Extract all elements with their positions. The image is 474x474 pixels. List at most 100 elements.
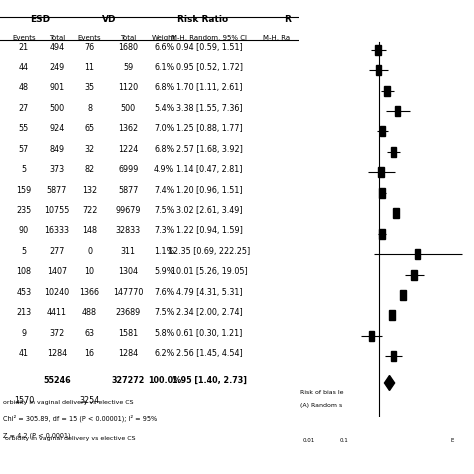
Text: orbidity in vaginal delivery vs elective CS: orbidity in vaginal delivery vs elective… — [3, 401, 134, 405]
Text: 44: 44 — [19, 63, 29, 72]
Text: 1284: 1284 — [46, 349, 67, 358]
Bar — [395, 106, 401, 116]
Text: Total: Total — [49, 36, 65, 41]
Text: 0.61 [0.30, 1.21]: 0.61 [0.30, 1.21] — [176, 328, 242, 337]
Text: 3254: 3254 — [80, 396, 100, 405]
Text: 1362: 1362 — [118, 124, 138, 133]
Text: 5.9%: 5.9% — [154, 267, 174, 276]
Text: 1680: 1680 — [118, 43, 138, 52]
Text: 6.6%: 6.6% — [154, 43, 174, 52]
Text: 48: 48 — [19, 83, 29, 92]
Bar — [393, 208, 399, 218]
Text: ESD: ESD — [30, 15, 50, 24]
Text: 1120: 1120 — [118, 83, 138, 92]
Text: 1581: 1581 — [118, 328, 138, 337]
Text: 1366: 1366 — [80, 288, 100, 297]
Text: 1224: 1224 — [118, 145, 138, 154]
Text: 5.4%: 5.4% — [154, 104, 174, 113]
Text: 159: 159 — [16, 186, 31, 195]
Text: orbidity in vaginal delivery vs elective CS: orbidity in vaginal delivery vs elective… — [5, 436, 135, 441]
Text: 1407: 1407 — [46, 267, 67, 276]
Bar — [378, 167, 384, 177]
Text: 0.95 [0.52, 1.72]: 0.95 [0.52, 1.72] — [175, 63, 243, 72]
Text: 32: 32 — [84, 145, 95, 154]
Text: 1.70 [1.11, 2.61]: 1.70 [1.11, 2.61] — [176, 83, 242, 92]
Text: 1.25 [0.88, 1.77]: 1.25 [0.88, 1.77] — [176, 124, 242, 133]
Text: 23689: 23689 — [116, 308, 141, 317]
Text: 1284: 1284 — [118, 349, 138, 358]
Text: 277: 277 — [49, 247, 64, 256]
Text: 99679: 99679 — [116, 206, 141, 215]
Text: 3.38 [1.55, 7.36]: 3.38 [1.55, 7.36] — [176, 104, 242, 113]
Text: 453: 453 — [16, 288, 31, 297]
Text: 0.94 [0.59, 1.51]: 0.94 [0.59, 1.51] — [176, 43, 242, 52]
Text: 1.95 [1.40, 2.73]: 1.95 [1.40, 2.73] — [172, 376, 246, 385]
Text: 11: 11 — [84, 63, 95, 72]
Text: 500: 500 — [121, 104, 136, 113]
Text: 27: 27 — [19, 104, 29, 113]
Text: Weight: Weight — [152, 36, 176, 41]
Text: Events: Events — [12, 36, 36, 41]
Text: 7.5%: 7.5% — [154, 206, 174, 215]
Text: 5877: 5877 — [118, 186, 138, 195]
Text: 494: 494 — [49, 43, 64, 52]
Bar — [379, 188, 384, 198]
Text: 7.3%: 7.3% — [154, 227, 174, 236]
Text: 2.34 [2.00, 2.74]: 2.34 [2.00, 2.74] — [176, 308, 242, 317]
Text: R: R — [283, 15, 291, 24]
Text: 849: 849 — [49, 145, 64, 154]
Text: 82: 82 — [84, 165, 95, 174]
Text: 4.9%: 4.9% — [154, 165, 174, 174]
Text: 35: 35 — [84, 83, 95, 92]
Text: 148: 148 — [82, 227, 97, 236]
Text: 488: 488 — [82, 308, 97, 317]
Text: 373: 373 — [49, 165, 64, 174]
Text: Total: Total — [120, 36, 137, 41]
Text: 8: 8 — [87, 104, 92, 113]
Text: Z = 4.2 (P < 0.0001): Z = 4.2 (P < 0.0001) — [3, 432, 71, 438]
Bar — [391, 147, 396, 157]
Text: 0.01: 0.01 — [303, 438, 315, 443]
Text: 1.20 [0.96, 1.51]: 1.20 [0.96, 1.51] — [176, 186, 242, 195]
Text: 108: 108 — [17, 267, 31, 276]
Text: 7.4%: 7.4% — [154, 186, 174, 195]
Text: 213: 213 — [16, 308, 31, 317]
Text: 7.5%: 7.5% — [154, 308, 174, 317]
Text: (A) Random s: (A) Random s — [301, 402, 343, 408]
Text: 6.2%: 6.2% — [154, 349, 174, 358]
Text: 4411: 4411 — [47, 308, 67, 317]
Bar — [389, 310, 395, 320]
Text: 6.8%: 6.8% — [154, 145, 174, 154]
Bar — [400, 290, 406, 300]
Text: 41: 41 — [19, 349, 29, 358]
Bar — [411, 270, 417, 280]
Text: 10.01 [5.26, 19.05]: 10.01 [5.26, 19.05] — [171, 267, 247, 276]
Text: 90: 90 — [19, 227, 29, 236]
Text: 10: 10 — [84, 267, 95, 276]
Text: 901: 901 — [49, 83, 64, 92]
Text: 2.57 [1.68, 3.92]: 2.57 [1.68, 3.92] — [175, 145, 243, 154]
Text: 16333: 16333 — [44, 227, 69, 236]
Text: 1.1%: 1.1% — [154, 247, 174, 256]
Text: 5: 5 — [21, 247, 27, 256]
Text: 1304: 1304 — [118, 267, 138, 276]
Text: 55246: 55246 — [43, 376, 71, 385]
Text: 16: 16 — [84, 349, 95, 358]
Text: Events: Events — [78, 36, 101, 41]
Text: 6.1%: 6.1% — [154, 63, 174, 72]
Text: 76: 76 — [84, 43, 95, 52]
Text: 7.6%: 7.6% — [154, 288, 174, 297]
Text: 100.0%: 100.0% — [148, 376, 181, 385]
Text: 722: 722 — [82, 206, 97, 215]
Text: VD: VD — [102, 15, 116, 24]
Text: Risk of bias le: Risk of bias le — [301, 390, 344, 395]
Text: 1570: 1570 — [14, 396, 34, 405]
Bar — [369, 331, 374, 341]
Text: 3.02 [2.61, 3.49]: 3.02 [2.61, 3.49] — [176, 206, 242, 215]
Text: 5.8%: 5.8% — [154, 328, 174, 337]
Text: 500: 500 — [49, 104, 64, 113]
Text: 32833: 32833 — [116, 227, 141, 236]
Text: Chi² = 305.89, df = 15 (P < 0.00001); I² = 95%: Chi² = 305.89, df = 15 (P < 0.00001); I²… — [3, 415, 157, 422]
Text: 0.1: 0.1 — [340, 438, 349, 443]
Text: 311: 311 — [121, 247, 136, 256]
